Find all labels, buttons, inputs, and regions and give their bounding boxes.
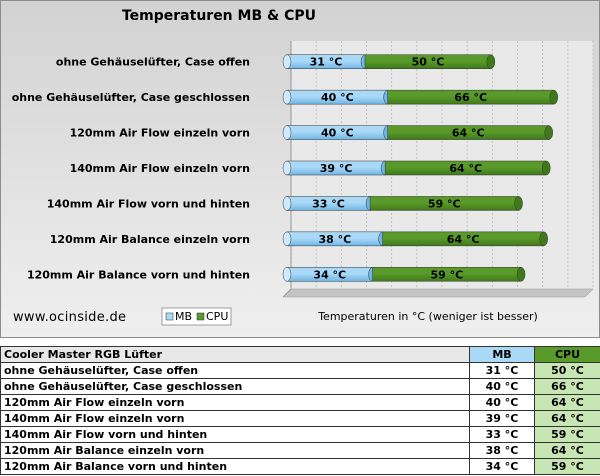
mb-value-label: 40 °C (321, 127, 354, 140)
mb-value-label: 38 °C (318, 233, 351, 246)
row-cpu: 64 °C (534, 442, 600, 459)
axis-edge (282, 288, 292, 298)
header-mb: MB (469, 346, 535, 363)
category-label: 140mm Air Flow vorn und hinten (47, 197, 250, 210)
table-row: ohne Gehäuselüfter, Case geschlossen 40 °… (0, 378, 600, 395)
legend-box (161, 307, 232, 326)
cpu-bar (364, 54, 496, 69)
mb-bar-start-cap (282, 54, 292, 69)
mb-value-label: 34 °C (313, 268, 346, 281)
row-name: 120mm Air Balance vorn und hinten (0, 458, 470, 475)
table-row: ohne Gehäuselüfter, Case offen 31 °C 50 °C (0, 362, 600, 379)
legend-label-cpu: CPU (206, 310, 228, 323)
category-label: 120mm Air Balance vorn und hinten (27, 268, 250, 281)
category-label: 120mm Air Flow einzeln vorn (70, 127, 250, 140)
cpu-bar-cap (514, 196, 523, 211)
plot-floor (282, 288, 594, 298)
table-row: 120mm Air Flow einzeln vorn 40 °C 64 °C (0, 394, 600, 411)
cpu-value-label: 66 °C (454, 91, 487, 104)
row-name: 120mm Air Balance einzeln vorn (0, 442, 470, 459)
row-mb: 33 °C (469, 426, 535, 443)
row-cpu: 50 °C (534, 362, 600, 379)
row-name: 140mm Air Flow einzeln vorn (0, 410, 470, 427)
row-name: ohne Gehäuselüfter, Case geschlossen (0, 378, 470, 395)
cpu-bar-cap (539, 231, 548, 247)
cpu-value-label: 50 °C (412, 56, 445, 69)
cpu-value-label: 64 °C (452, 127, 485, 140)
legend: MB CPU (161, 307, 232, 326)
row-mb: 38 °C (469, 442, 535, 459)
header-product: Cooler Master RGB Lüfter (0, 346, 470, 363)
cpu-bar (372, 267, 526, 282)
row-cpu: 64 °C (534, 394, 600, 411)
cpu-bar (369, 196, 523, 211)
category-label: 120mm Air Balance einzeln vorn (50, 233, 250, 246)
cpu-bar-cap (516, 267, 526, 282)
row-name: ohne Gehäuselüfter, Case offen (0, 362, 470, 379)
legend-swatch-cpu (196, 312, 205, 321)
cpu-value-label: 59 °C (430, 268, 463, 281)
mb-bar-start-cap (282, 160, 292, 176)
row-cpu: 66 °C (534, 378, 600, 395)
mb-value-label: 39 °C (320, 162, 353, 175)
cpu-value-label: 64 °C (447, 233, 480, 246)
cpu-bar-cap (541, 160, 551, 176)
header-cpu: CPU (534, 346, 600, 363)
category-label: 140mm Air Flow einzeln vorn (70, 162, 250, 175)
legend-label-mb: MB (175, 310, 192, 323)
cpu-bar (382, 231, 548, 247)
legend-swatch-mb (165, 312, 174, 321)
bar-chart: Temperaturen MB & CPU ohne Gehäuselüfter,… (12, 8, 594, 326)
category-label: ohne Gehäuselüfter, Case geschlossen (12, 91, 250, 104)
mb-bar-start-cap (282, 89, 292, 105)
mb-bar-start-cap (282, 125, 292, 140)
mb-value-label: 40 °C (321, 91, 354, 104)
website-label: www.ocinside.de (13, 310, 126, 325)
chart-panel: Temperaturen MB & CPU ohne Gehäuselüfter,… (0, 0, 600, 338)
mb-bar-start-cap (282, 231, 292, 247)
row-name: 140mm Air Flow vorn und hinten (0, 426, 470, 443)
table-row: 140mm Air Flow einzeln vorn 39 °C 64 °C (0, 410, 600, 427)
cpu-bar (387, 125, 553, 140)
cpu-bar-cap (544, 125, 553, 140)
row-cpu: 64 °C (534, 410, 600, 427)
cpu-bar-cap (549, 89, 559, 105)
table-row: 120mm Air Balance einzeln vorn 38 °C 64 °C (0, 442, 600, 459)
row-name: 120mm Air Flow einzeln vorn (0, 394, 470, 411)
row-mb: 40 °C (469, 394, 535, 411)
row-mb: 39 °C (469, 410, 535, 427)
row-cpu: 59 °C (534, 458, 600, 475)
cpu-bar-cap (486, 54, 496, 69)
cpu-bar (384, 160, 551, 176)
row-mb: 40 °C (469, 378, 535, 395)
table-row: 120mm Air Balance vorn und hinten 34 °C 59… (0, 458, 600, 475)
mb-value-label: 33 °C (312, 197, 345, 210)
row-cpu: 59 °C (534, 426, 600, 443)
chart-title: Temperaturen MB & CPU (122, 8, 316, 24)
table-header-row: Cooler Master RGB Lüfter MB CPU (0, 346, 600, 363)
row-mb: 34 °C (469, 458, 535, 475)
x-axis-label: Temperaturen in °C (weniger ist besser) (317, 310, 538, 323)
cpu-value-label: 64 °C (449, 162, 482, 175)
cpu-bar (387, 89, 559, 105)
table-row: 140mm Air Flow vorn und hinten 33 °C 59 °C (0, 426, 600, 443)
row-mb: 31 °C (469, 362, 535, 379)
mb-value-label: 31 °C (310, 56, 343, 69)
mb-bar-start-cap (282, 267, 292, 282)
mb-bar-start-cap (282, 196, 292, 211)
category-label: ohne Gehäuselüfter, Case offen (56, 56, 250, 69)
cpu-value-label: 59 °C (428, 197, 461, 210)
temperature-table: Cooler Master RGB Lüfter MB CPU ohne Geh… (0, 346, 600, 475)
